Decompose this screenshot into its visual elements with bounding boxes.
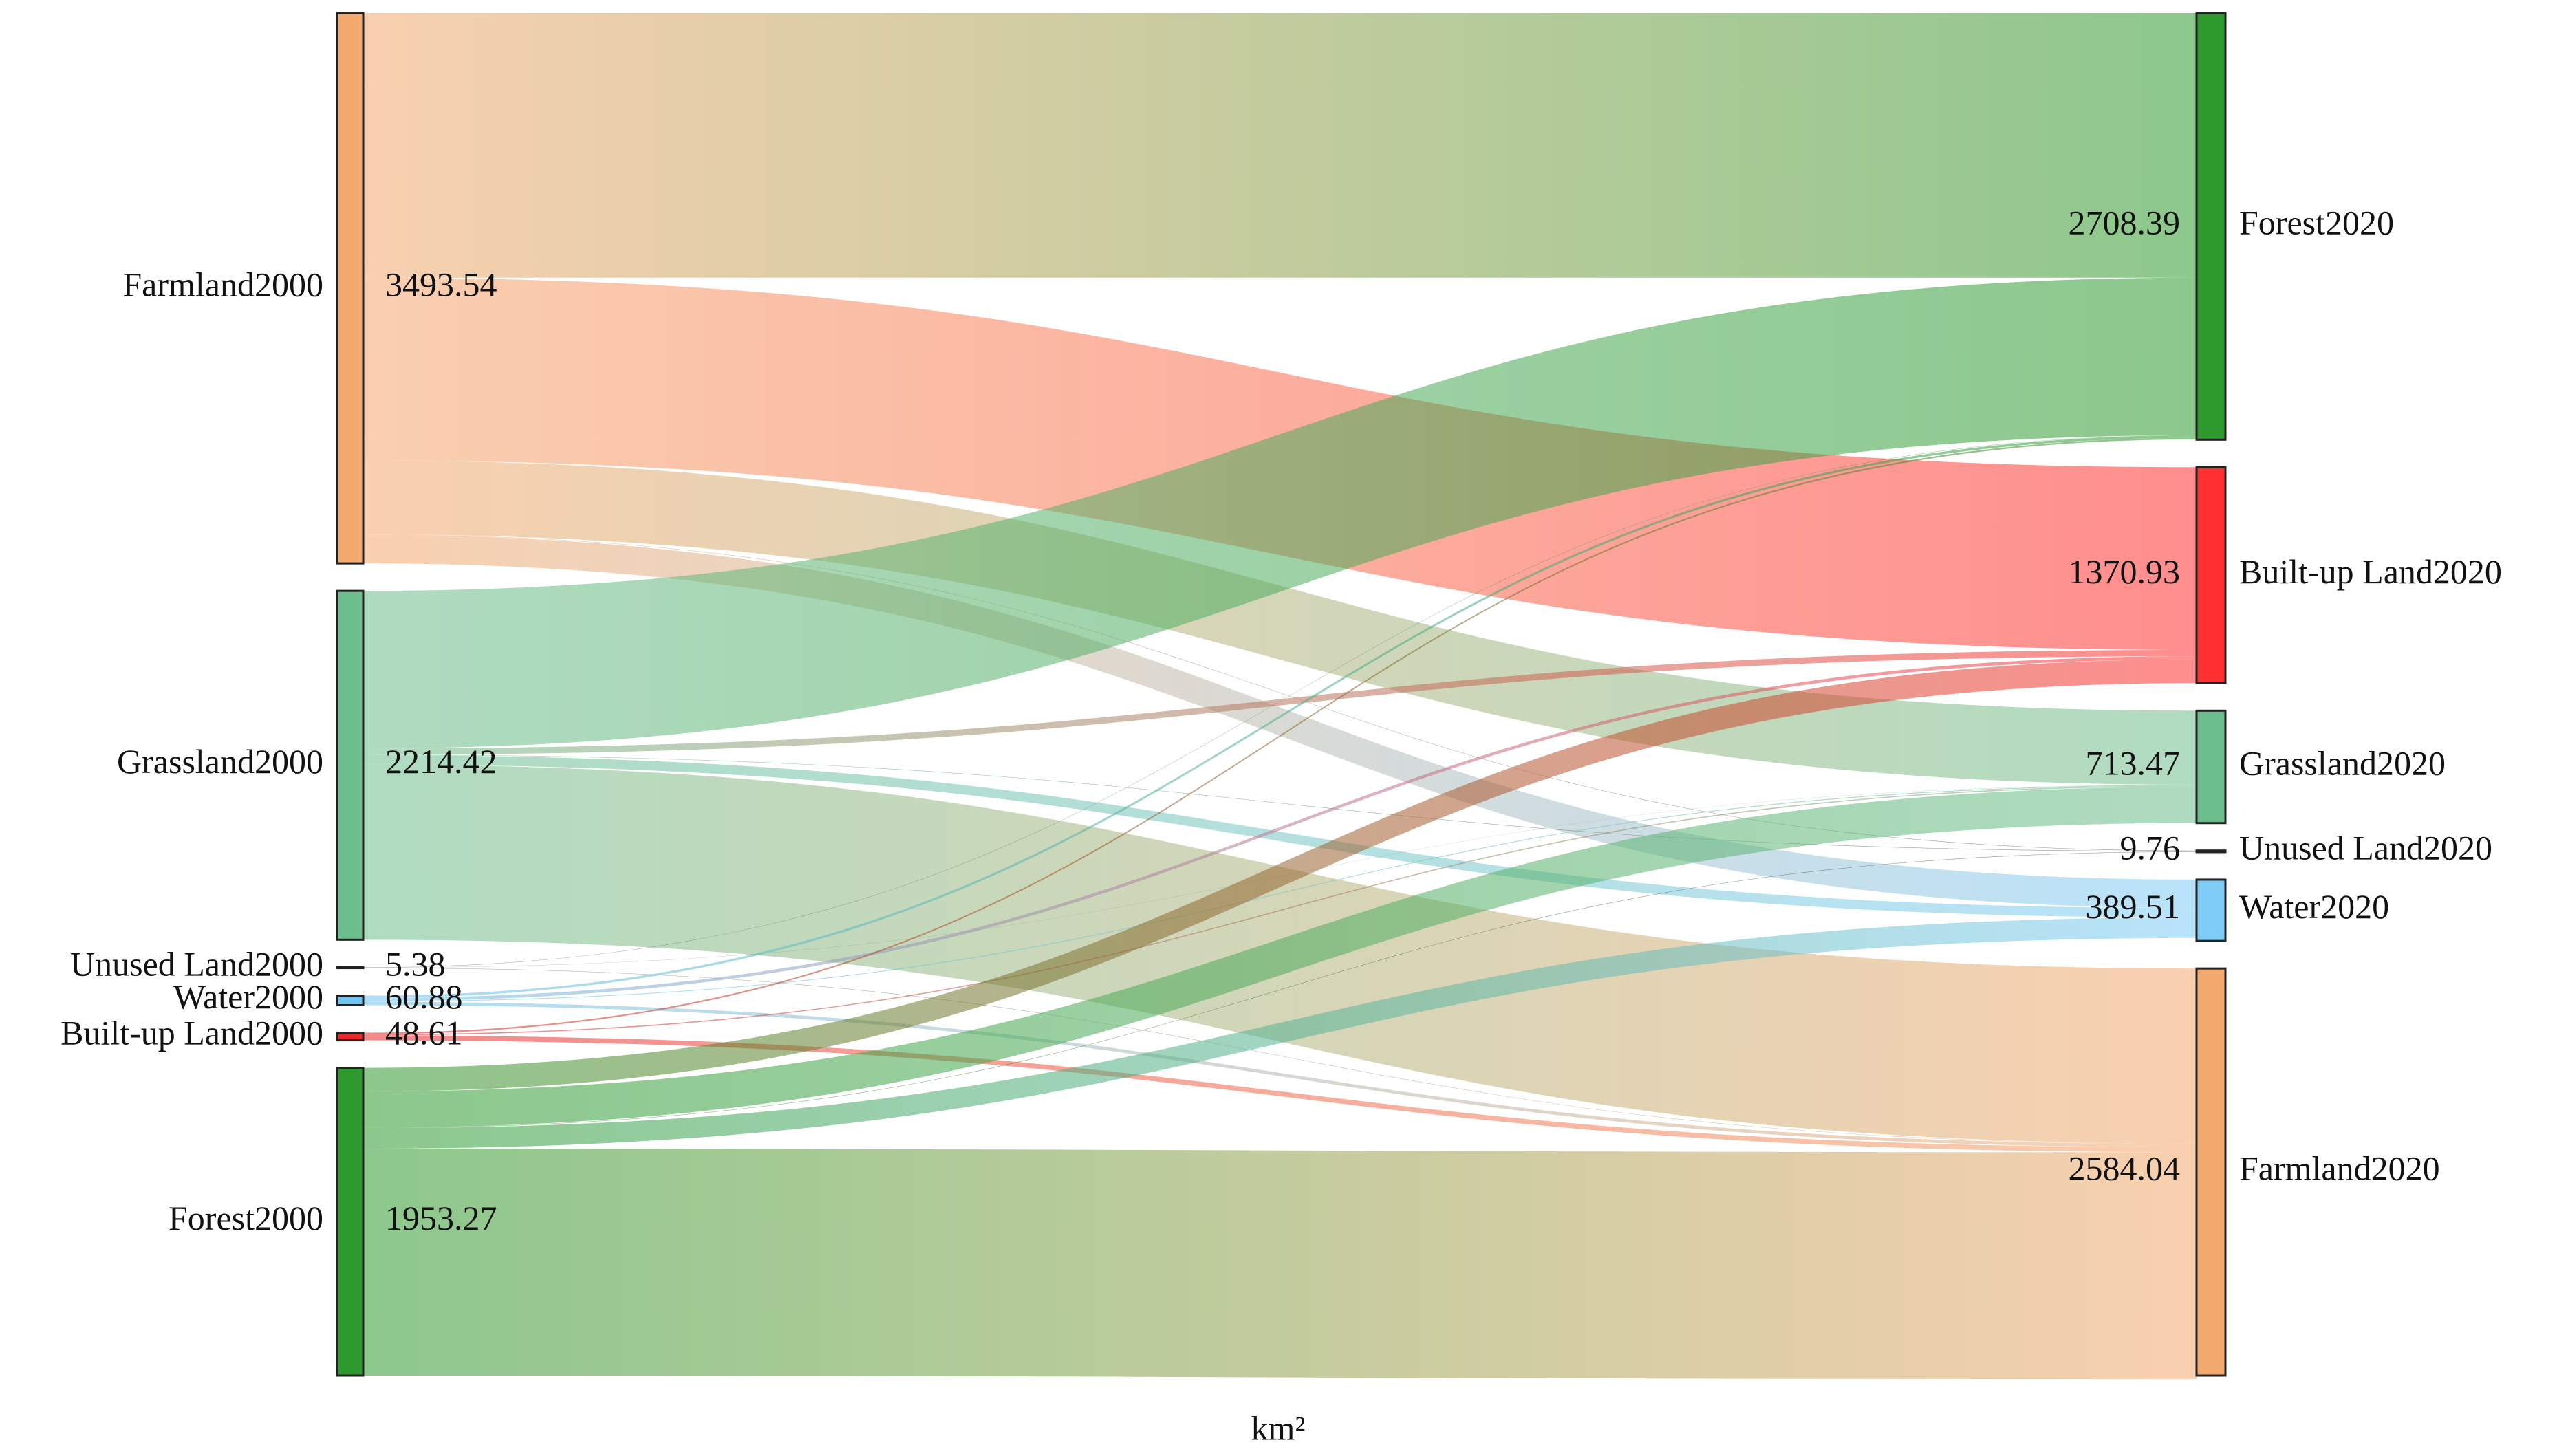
node <box>2195 967 2227 1377</box>
flow <box>363 785 2197 1002</box>
node-label: Forest2020 <box>2239 204 2394 242</box>
flow <box>363 437 2197 1034</box>
flow <box>363 534 2197 909</box>
flow <box>363 968 2197 1144</box>
node-value: 2708.39 <box>2069 204 2181 242</box>
flow <box>363 786 2197 1128</box>
node-value: 60.88 <box>385 977 463 1016</box>
node-value: 2214.42 <box>385 742 497 781</box>
node-label: Farmland2000 <box>122 265 323 304</box>
node-label: Unused Land2000 <box>70 944 323 983</box>
flow <box>363 1035 2197 1153</box>
node <box>2195 709 2227 825</box>
node-label: Built-up Land2000 <box>61 1014 323 1052</box>
node <box>2195 849 2227 854</box>
flow <box>363 917 2197 1149</box>
node-value: 48.61 <box>385 1014 463 1052</box>
node-label: Forest2000 <box>169 1199 323 1237</box>
flow <box>363 851 2197 1129</box>
node-value: 713.47 <box>2086 743 2181 782</box>
flow <box>363 1149 2197 1380</box>
flow <box>363 785 2197 1036</box>
node-label: Water2000 <box>173 977 323 1016</box>
node <box>336 12 365 565</box>
node <box>2195 466 2227 684</box>
flow <box>363 755 2197 918</box>
flow <box>363 754 2197 852</box>
node-value: 389.51 <box>2086 887 2181 926</box>
flow <box>363 534 2197 851</box>
node-value: 1953.27 <box>385 1199 497 1237</box>
links <box>363 13 2197 1380</box>
flow <box>363 649 2197 755</box>
nodes: Farmland2000 3493.54 Grassland2000 2214.42 U… <box>61 12 2502 1377</box>
flow <box>363 13 2197 278</box>
node <box>336 1067 365 1377</box>
node-value: 2584.04 <box>2069 1149 2181 1188</box>
node-value: 3493.54 <box>385 265 497 304</box>
axis-label: km² <box>1251 1409 1306 1447</box>
node-value: 1370.93 <box>2069 552 2181 591</box>
node-label: Grassland2020 <box>2239 743 2446 782</box>
node <box>2195 12 2227 441</box>
node <box>336 966 365 970</box>
node <box>336 589 365 941</box>
node-label: Unused Land2020 <box>2239 828 2492 867</box>
node-label: Grassland2000 <box>117 742 323 781</box>
node <box>336 995 365 1006</box>
flow <box>363 656 2197 1001</box>
node-value: 9.76 <box>2120 828 2181 867</box>
flow <box>363 435 2197 968</box>
node-value: 5.38 <box>385 944 446 983</box>
node <box>2195 878 2227 942</box>
node-label: Water2020 <box>2239 887 2389 926</box>
flow <box>363 435 2197 998</box>
node <box>336 1031 365 1042</box>
node-label: Farmland2020 <box>2239 1149 2440 1188</box>
flow <box>363 277 2197 749</box>
flow <box>363 659 2197 1091</box>
flow <box>363 1001 2197 1148</box>
node-label: Built-up Land2020 <box>2239 552 2502 591</box>
